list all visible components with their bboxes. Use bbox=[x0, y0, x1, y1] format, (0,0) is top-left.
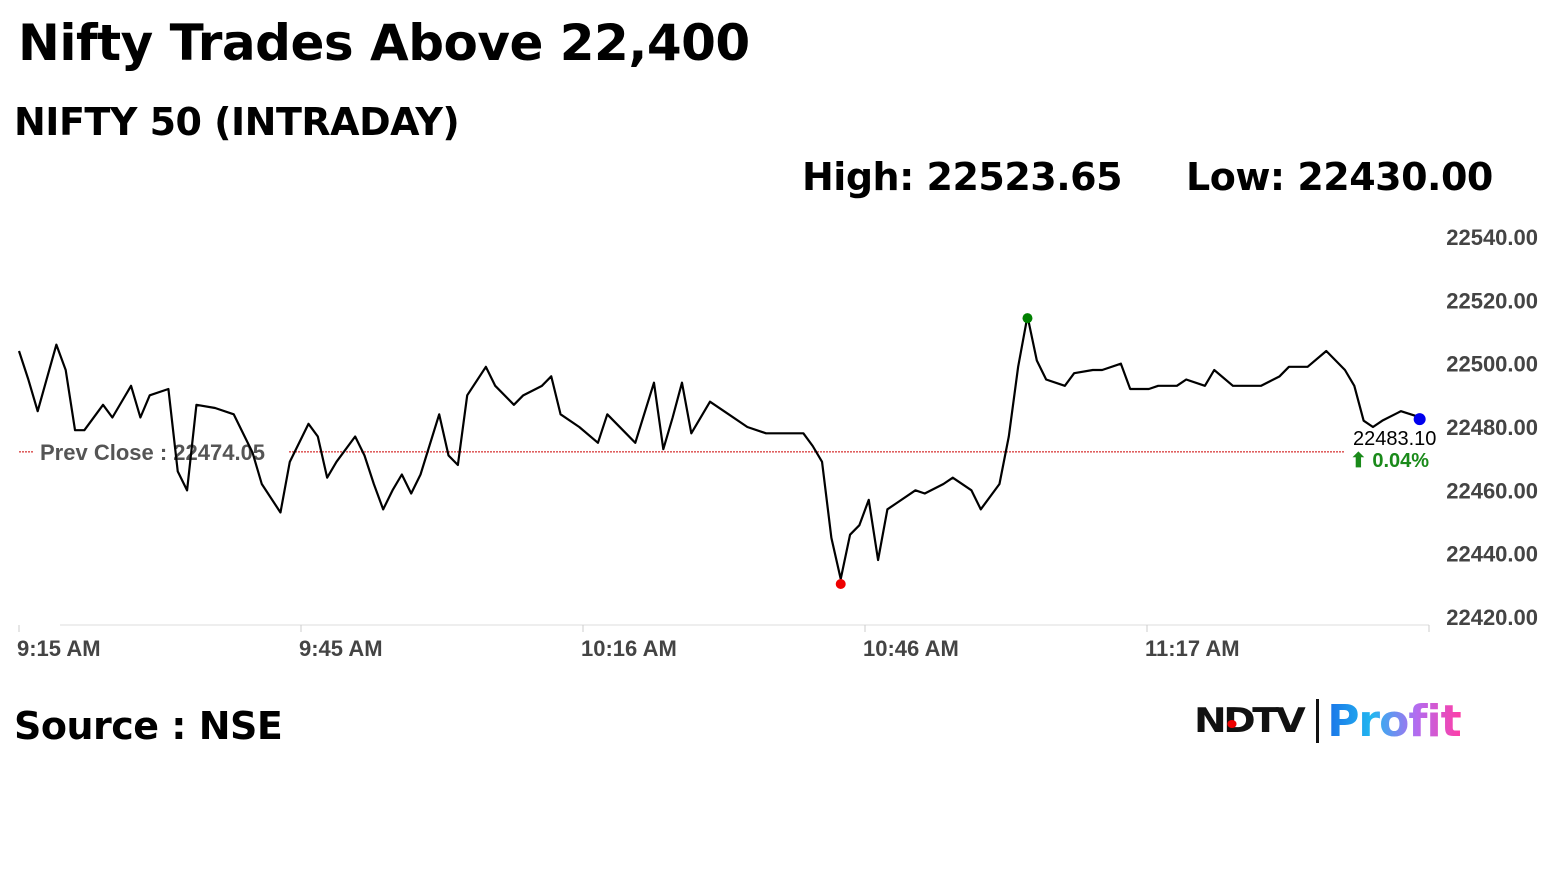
y-tick-label: 22440.00 bbox=[1446, 542, 1538, 567]
last-price-marker bbox=[1413, 413, 1426, 426]
intraday-line-chart: 9:15 AM 9:45 AM 10:16 AM 10:46 AM 11:17 AM 22… bbox=[17, 225, 1538, 661]
prev-close-label: Prev Close : 22474.05 bbox=[40, 440, 265, 465]
change-percent-label: ⬆ 0.04% bbox=[1350, 450, 1429, 472]
low-label: Low: 22430.00 bbox=[1186, 155, 1493, 199]
y-tick-label: 22420.00 bbox=[1446, 605, 1538, 630]
high-label: High: 22523.65 bbox=[802, 155, 1123, 199]
x-tick-label: 11:17 AM bbox=[1145, 636, 1240, 661]
chart-subtitle: NIFTY 50 (INTRADAY) bbox=[14, 100, 460, 144]
page-title: Nifty Trades Above 22,400 bbox=[18, 14, 750, 72]
source-label: Source : NSE bbox=[14, 704, 283, 748]
low-marker bbox=[835, 579, 846, 589]
x-tick-label: 10:46 AM bbox=[863, 636, 959, 661]
last-price-label: 22483.10 bbox=[1353, 428, 1436, 450]
logo-divider bbox=[1316, 699, 1320, 743]
price-line bbox=[17, 315, 1420, 581]
y-tick-label: 22540.00 bbox=[1446, 225, 1538, 250]
y-tick-label: 22460.00 bbox=[1446, 478, 1538, 503]
y-tick-label: 22500.00 bbox=[1446, 352, 1538, 377]
x-tick-label: 9:15 AM bbox=[17, 636, 101, 661]
high-marker bbox=[1022, 313, 1033, 324]
logo-profit: Profit bbox=[1327, 695, 1461, 747]
x-tick-label: 9:45 AM bbox=[299, 636, 383, 661]
y-tick-label: 22520.00 bbox=[1446, 288, 1538, 313]
y-tick-label: 22480.00 bbox=[1446, 415, 1538, 440]
x-tick-label: 10:16 AM bbox=[581, 636, 677, 661]
logo-ndtv: NDTV bbox=[1194, 701, 1306, 741]
ndtv-profit-logo: NDTV Profit bbox=[1194, 695, 1462, 747]
prev-close-label-bg bbox=[34, 437, 288, 466]
